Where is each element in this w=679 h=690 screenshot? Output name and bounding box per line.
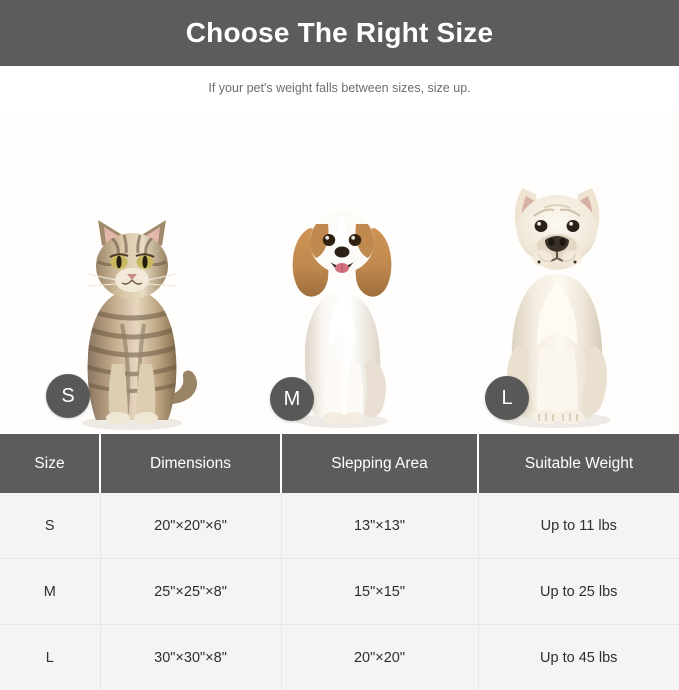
table-row: L 30"×30"×8" 20"×20" Up to 45 lbs xyxy=(0,625,679,690)
column-header-dimensions: Dimensions xyxy=(100,434,281,493)
size-badge-small: S xyxy=(46,374,90,418)
cell-sleeping-area: 13"×13" xyxy=(281,493,478,559)
pet-slot-small: S xyxy=(52,204,212,434)
subtitle-band: If your pet's weight falls between sizes… xyxy=(0,66,679,111)
table-header-row: Size Dimensions Slepping Area Suitable W… xyxy=(0,434,679,493)
table-row: S 20"×20"×6" 13"×13" Up to 11 lbs xyxy=(0,493,679,559)
cell-sleeping-area: 15"×15" xyxy=(281,559,478,625)
cell-weight: Up to 25 lbs xyxy=(478,559,679,625)
subtitle-text: If your pet's weight falls between sizes… xyxy=(208,82,470,95)
column-header-size: Size xyxy=(0,434,100,493)
cell-size: L xyxy=(0,625,100,690)
header-banner: Choose The Right Size xyxy=(0,0,679,66)
size-badge-medium: M xyxy=(270,377,314,421)
cell-weight: Up to 11 lbs xyxy=(478,493,679,559)
cell-size: S xyxy=(0,493,100,559)
size-chart-table: Size Dimensions Slepping Area Suitable W… xyxy=(0,434,679,690)
cell-sleeping-area: 20"×20" xyxy=(281,625,478,690)
column-header-sleeping-area: Slepping Area xyxy=(281,434,478,493)
pet-slot-large: L xyxy=(482,162,632,434)
cell-weight: Up to 45 lbs xyxy=(478,625,679,690)
size-badge-large: L xyxy=(485,376,529,420)
page-title: Choose The Right Size xyxy=(186,19,494,47)
cell-dimensions: 25"×25"×8" xyxy=(100,559,281,625)
table-row: M 25"×25"×8" 15"×15" Up to 25 lbs xyxy=(0,559,679,625)
cell-dimensions: 30"×30"×8" xyxy=(100,625,281,690)
cell-dimensions: 20"×20"×6" xyxy=(100,493,281,559)
pet-illustration-band: S xyxy=(0,111,679,434)
pet-slot-medium: M xyxy=(272,184,412,434)
column-header-suitable-weight: Suitable Weight xyxy=(478,434,679,493)
cell-size: M xyxy=(0,559,100,625)
